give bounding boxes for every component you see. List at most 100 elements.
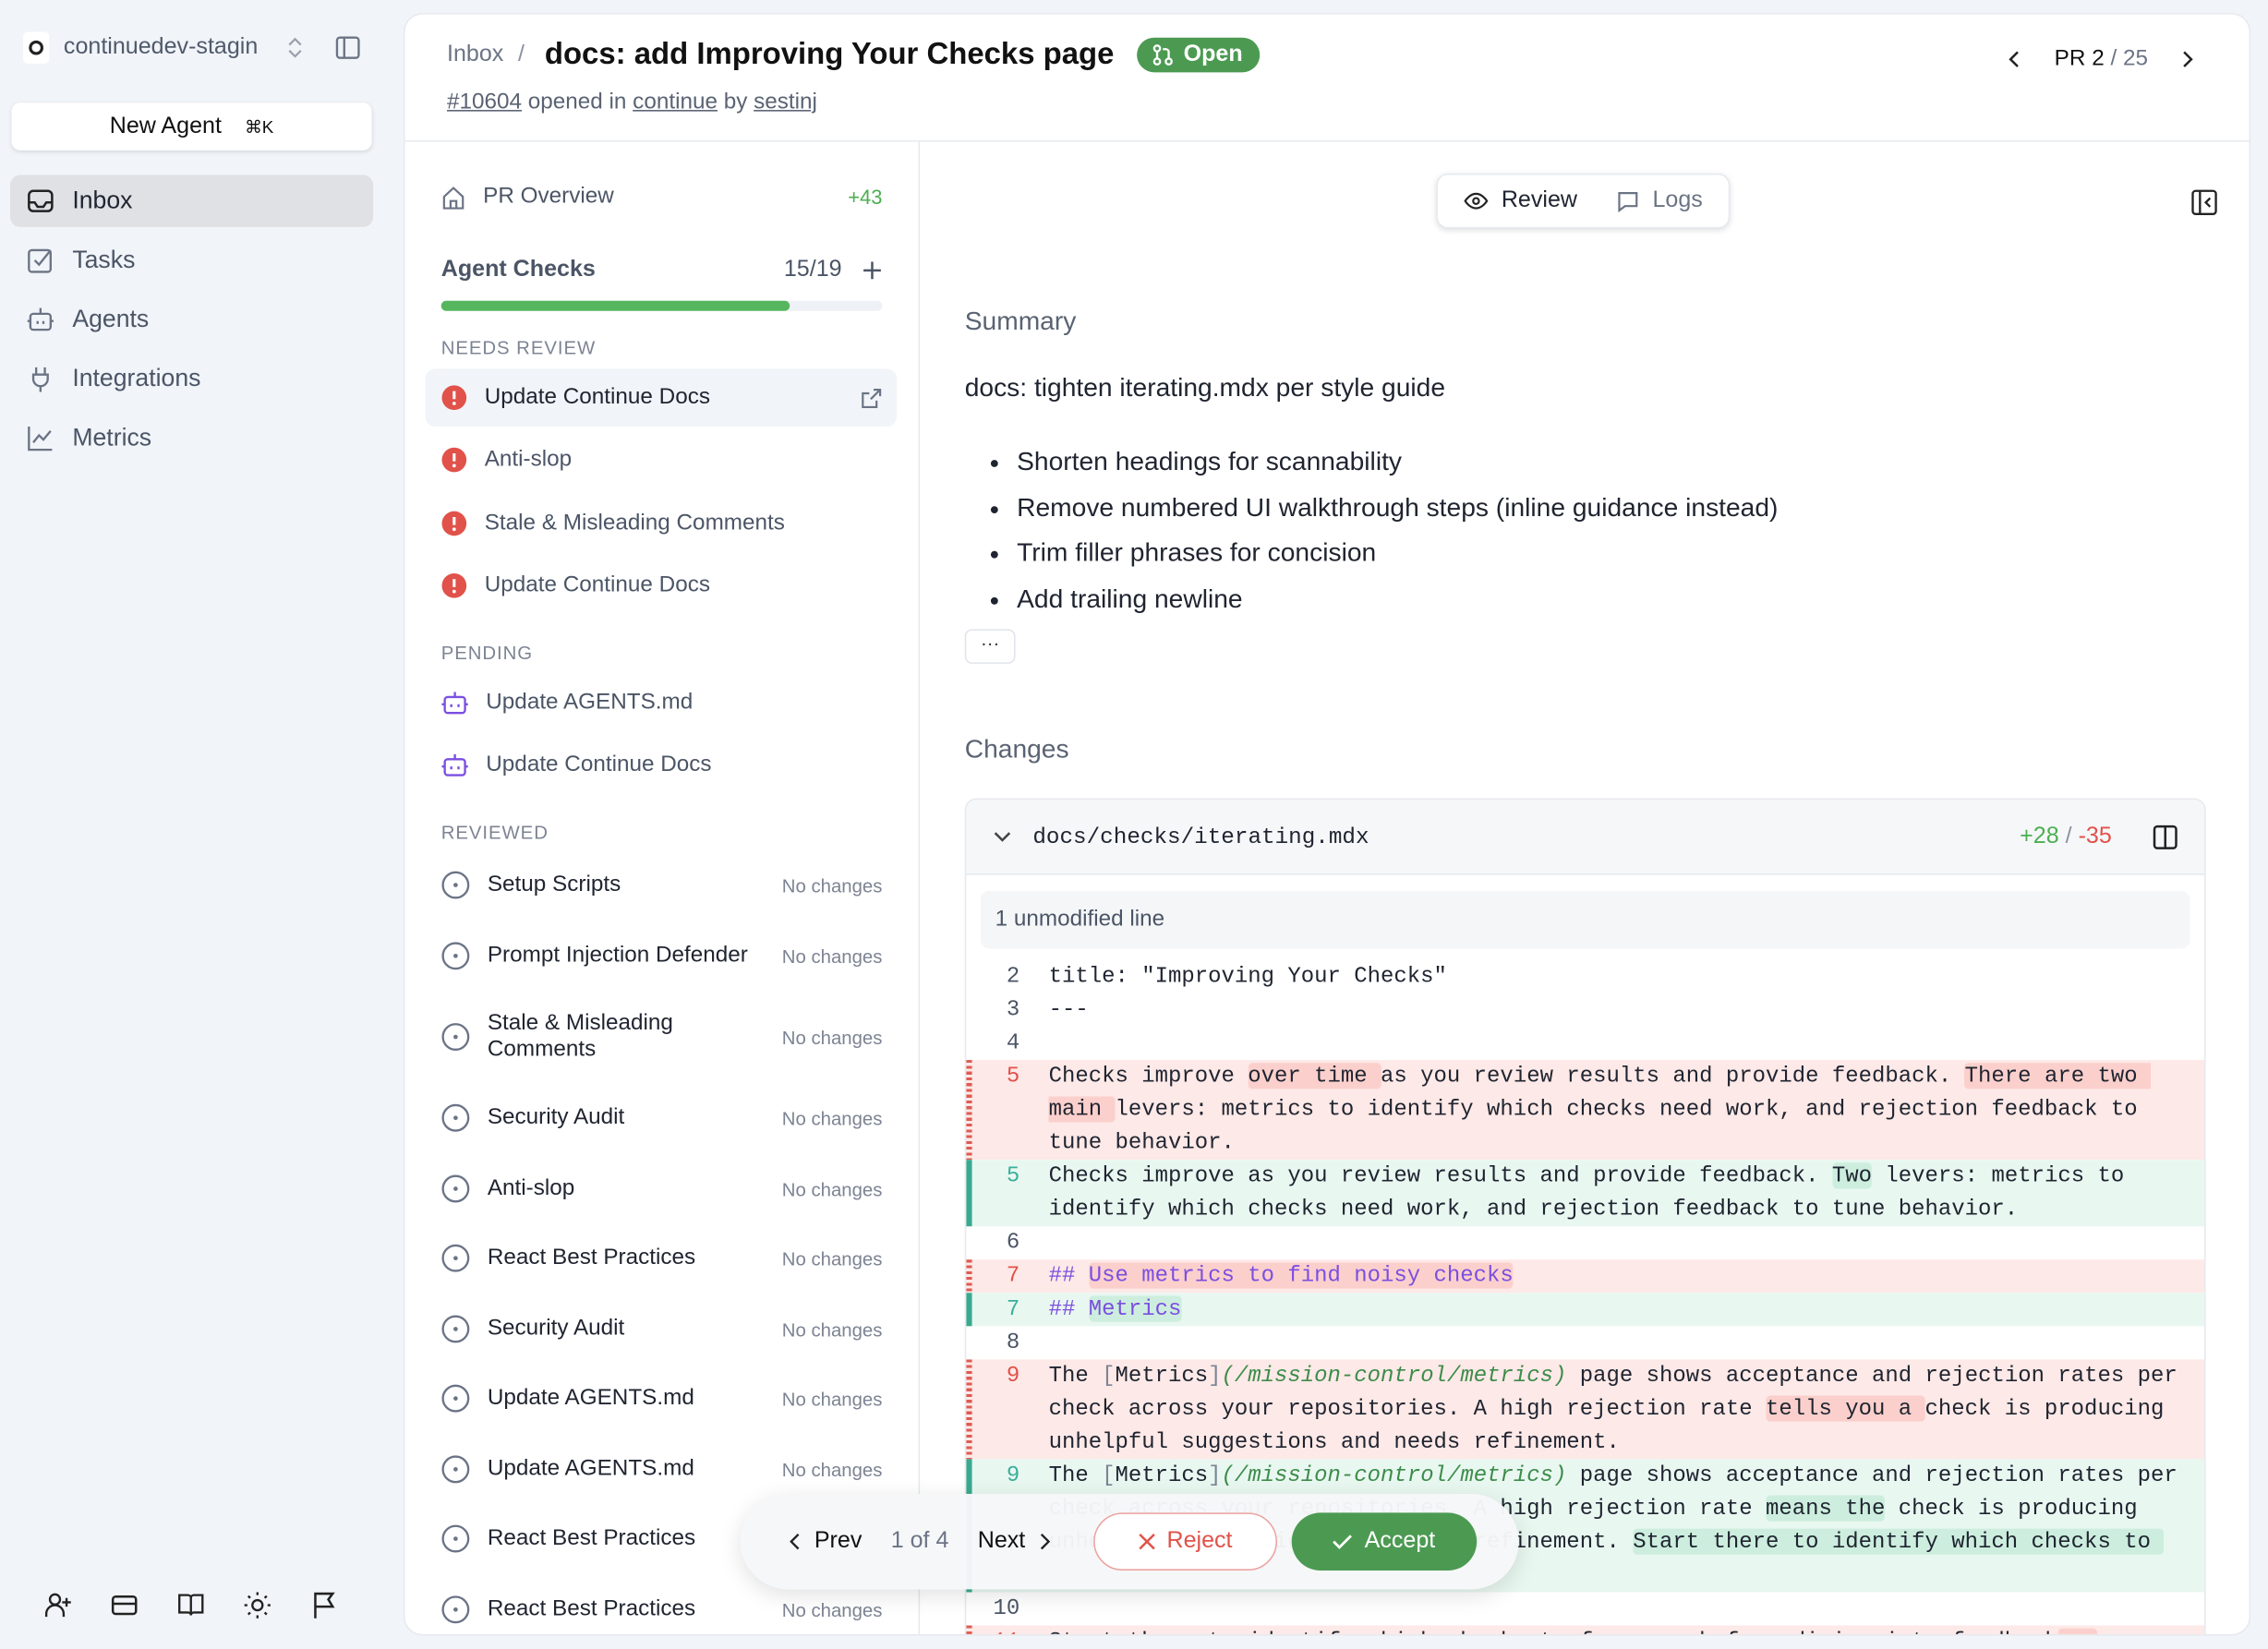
new-agent-button[interactable]: New Agent ⌘K <box>11 102 372 150</box>
summary-bullets: Shorten headings for scannability Remove… <box>990 439 1778 621</box>
check-name: Update Continue Docs <box>486 752 712 777</box>
check-status: No changes <box>781 873 883 897</box>
line-number: 7 <box>1006 1262 1020 1289</box>
check-item[interactable]: Setup Scripts No changes <box>425 856 897 914</box>
code-segment: [ <box>1102 1462 1116 1488</box>
sidebar-item-label: Integrations <box>72 364 201 392</box>
diff-line-removed: 7 ## Use metrics to find noisy checks <box>966 1259 2205 1294</box>
unmodified-lines-expander[interactable]: 1 unmodified line <box>980 890 2190 949</box>
check-item[interactable]: Update Continue Docs <box>425 736 897 794</box>
check-item[interactable]: Anti-slop No changes <box>425 1160 897 1218</box>
sidebar-item-integrations[interactable]: Integrations <box>10 353 373 404</box>
repo-link[interactable]: continue <box>633 90 718 114</box>
org-switcher[interactable]: continuedev-stagin <box>23 31 361 64</box>
code-segment: page shows acceptance and rejection rate… <box>1048 1362 2191 1422</box>
code-text: Checks improve as you review results and… <box>1034 1160 2191 1226</box>
code-text: Start there to identify which checks to … <box>1034 1626 2191 1634</box>
file-diff-header[interactable]: docs/checks/iterating.mdx +28 / -35 <box>966 800 2205 875</box>
error-icon <box>441 572 467 598</box>
prev-pr-button[interactable] <box>2009 49 2023 69</box>
pr-header: Inbox / docs: add Improving Your Checks … <box>404 15 2250 142</box>
sidebar-toggle-icon[interactable] <box>336 36 361 59</box>
check-status: No changes <box>781 1026 883 1048</box>
check-item[interactable]: Anti-slop <box>425 431 897 489</box>
check-name: React Best Practices <box>487 1245 696 1270</box>
new-agent-label: New Agent <box>109 113 222 138</box>
sidebar-item-label: Metrics <box>72 423 152 451</box>
line-number: 10 <box>993 1595 1020 1621</box>
book-icon[interactable] <box>176 1591 205 1619</box>
diff-line: 6 <box>966 1226 2204 1259</box>
code-text: title: "Improving Your Checks" <box>1034 960 2191 993</box>
pr-overview-link[interactable]: PR Overview +43 <box>441 183 882 210</box>
accept-label: Accept <box>1364 1528 1436 1554</box>
reject-label: Reject <box>1166 1528 1233 1554</box>
code-segment: over time <box>1248 1063 1381 1089</box>
external-link-icon[interactable] <box>861 387 897 408</box>
checks-panel: PR Overview +43 Agent Checks 15/19 NEEDS… <box>405 141 921 1634</box>
check-item[interactable]: Security Audit No changes <box>425 1089 897 1147</box>
author-link[interactable]: sestinj <box>754 90 817 114</box>
check-item[interactable]: React Best Practices No changes <box>425 1229 897 1287</box>
diff-line: 8 <box>966 1326 2204 1359</box>
check-item[interactable]: Prompt Injection Defender No changes <box>425 927 897 985</box>
breadcrumb-inbox-link[interactable]: Inbox <box>446 42 504 67</box>
next-pr-button[interactable] <box>2179 49 2194 69</box>
collapse-panel-icon[interactable] <box>2191 189 2217 215</box>
line-number: 9 <box>1006 1462 1020 1488</box>
prev-button[interactable]: Prev <box>790 1529 862 1555</box>
flag-icon[interactable] <box>309 1591 338 1619</box>
sidebar-item-agents[interactable]: Agents <box>10 294 373 345</box>
add-check-button[interactable] <box>863 260 883 281</box>
check-item[interactable]: React Best Practices No changes <box>425 1581 897 1634</box>
check-item[interactable]: React Best Practices <box>425 1510 897 1568</box>
shortcut-hint: ⌘K <box>244 116 274 138</box>
tab-logs[interactable]: Logs <box>1598 179 1723 223</box>
check-item[interactable]: Update AGENTS.md No changes <box>425 1369 897 1427</box>
line-number: 5 <box>1006 1162 1020 1189</box>
sidebar-item-tasks[interactable]: Tasks <box>10 235 373 286</box>
code-segment: (/mission-control/metrics) <box>1221 1462 1567 1488</box>
line-number: 8 <box>1006 1329 1020 1355</box>
pr-label: PR <box>2054 46 2086 71</box>
split-view-icon[interactable] <box>2153 824 2178 849</box>
home-icon <box>441 185 466 210</box>
pr-number-link[interactable]: #10604 <box>446 90 523 114</box>
review-action-bar: Prev 1 of 4 Next Reject Accept <box>740 1493 1519 1590</box>
accept-button[interactable]: Accept <box>1291 1512 1477 1571</box>
check-item[interactable]: Update Continue Docs <box>425 557 897 615</box>
code-segment: Two <box>1831 1162 1873 1189</box>
more-button[interactable]: ··· <box>964 629 1016 664</box>
code-segment: ] <box>1208 1462 1222 1488</box>
code-text <box>1034 1326 2191 1359</box>
pr-pager: PR 2 / 25 <box>2009 46 2195 72</box>
check-item[interactable]: Stale & Misleading Comments No changes <box>425 998 897 1077</box>
diff-line-removed: 11 Start there to identify which checks t… <box>966 1625 2205 1634</box>
sidebar-item-label: Tasks <box>72 246 136 274</box>
diff-line-removed: 9 The [Metrics](/mission-control/metrics)… <box>966 1359 2205 1460</box>
check-item[interactable]: Update AGENTS.md <box>425 674 897 732</box>
code-segment: means the <box>1765 1495 1886 1522</box>
sidebar-item-inbox[interactable]: Inbox <box>9 175 374 227</box>
tab-review[interactable]: Review <box>1443 179 1598 223</box>
agent-checks-title: Agent Checks <box>440 257 596 283</box>
progress-fill <box>440 300 790 311</box>
next-button[interactable]: Next <box>978 1529 1050 1555</box>
sidebar-item-label: Agents <box>72 305 150 333</box>
check-name: Stale & Misleading Comments <box>484 510 785 536</box>
sun-icon[interactable] <box>243 1591 271 1619</box>
sidebar-nav: Inbox Tasks Agents Integrations Metrics <box>9 175 374 472</box>
chevron-down-icon[interactable] <box>992 829 1012 844</box>
check-item[interactable]: Stale & Misleading Comments <box>425 495 897 553</box>
check-item[interactable]: Update AGENTS.md No changes <box>425 1440 897 1499</box>
sidebar-item-metrics[interactable]: Metrics <box>10 412 373 463</box>
diff-line: 3 --- <box>966 993 2204 1027</box>
pr-overview-label: PR Overview <box>483 183 614 209</box>
reject-button[interactable]: Reject <box>1092 1512 1277 1571</box>
check-item[interactable]: Update Continue Docs <box>425 368 898 427</box>
check-item[interactable]: Security Audit No changes <box>425 1300 897 1358</box>
summary-heading: Summary <box>964 307 1077 336</box>
card-icon[interactable] <box>110 1591 139 1619</box>
user-plus-icon[interactable] <box>43 1591 72 1619</box>
